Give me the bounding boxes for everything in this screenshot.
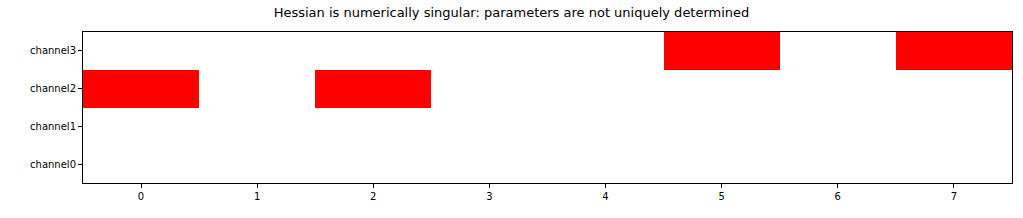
svg-text:Hessian is numerically singula: Hessian is numerically singular: paramet… [274, 5, 750, 20]
svg-text:0: 0 [138, 191, 144, 202]
svg-text:3: 3 [486, 191, 492, 202]
svg-text:channel0: channel0 [30, 159, 76, 170]
svg-text:channel2: channel2 [30, 83, 76, 94]
svg-text:4: 4 [602, 191, 608, 202]
svg-text:7: 7 [951, 191, 957, 202]
svg-text:2: 2 [370, 191, 376, 202]
svg-text:5: 5 [719, 191, 725, 202]
svg-text:channel3: channel3 [30, 45, 76, 56]
svg-text:channel1: channel1 [30, 121, 76, 132]
svg-text:1: 1 [254, 191, 260, 202]
svg-text:6: 6 [835, 191, 841, 202]
